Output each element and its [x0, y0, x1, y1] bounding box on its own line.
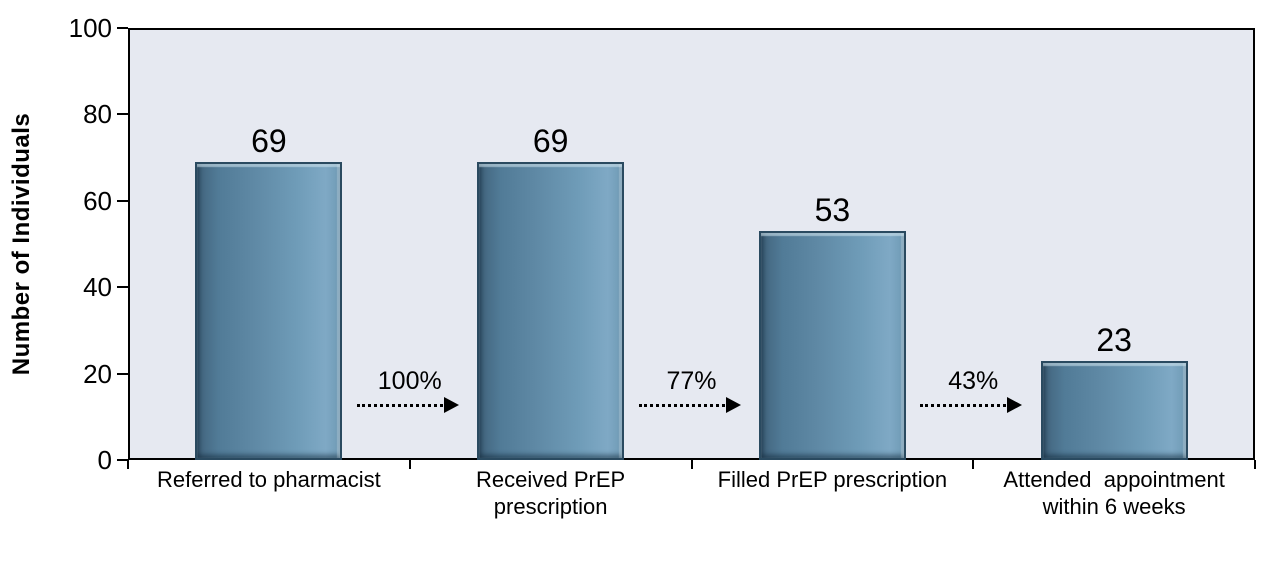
transition-percent-label: 77% [666, 367, 717, 395]
x-tick-mark [408, 460, 411, 469]
y-tick-label: 0 [97, 445, 112, 475]
bar [477, 161, 625, 460]
x-category-label: Attended appointment within 6 weeks [1003, 467, 1225, 519]
bar-value-label: 69 [251, 122, 287, 159]
transition-arrow [638, 397, 741, 413]
x-tick-mark [127, 460, 129, 469]
y-tick-mark [117, 286, 128, 289]
transition-arrow [920, 397, 1023, 413]
y-tick-mark [117, 372, 128, 375]
x-category-label: Referred to pharmacist [156, 467, 381, 492]
y-tick-mark [117, 27, 128, 29]
x-tick-mark [972, 460, 975, 469]
transition-arrow [356, 397, 459, 413]
bar [1040, 360, 1188, 460]
bar-value-label: 23 [1096, 321, 1132, 358]
bar [758, 231, 906, 460]
bar [195, 161, 343, 460]
y-tick-label: 20 [83, 358, 112, 389]
x-category-label: Filled PrEP prescription [717, 467, 948, 492]
y-tick-label: 40 [83, 272, 112, 303]
y-axis-title: Number of Individuals [8, 112, 35, 376]
y-tick-mark [117, 113, 128, 116]
bar-value-label: 69 [532, 122, 569, 159]
y-tick-label: 60 [83, 185, 112, 216]
transition-percent-label: 100% [377, 367, 442, 395]
y-tick-label: 80 [83, 99, 112, 130]
y-tick-mark [117, 459, 128, 461]
y-tick-label: 100 [68, 13, 112, 43]
x-tick-mark [690, 460, 693, 469]
bar-value-label: 53 [814, 192, 851, 229]
y-tick-mark [117, 199, 128, 202]
transition-percent-label: 43% [948, 367, 999, 395]
x-tick-mark [1254, 460, 1256, 469]
x-category-label: Received PrEP prescription [476, 467, 626, 519]
